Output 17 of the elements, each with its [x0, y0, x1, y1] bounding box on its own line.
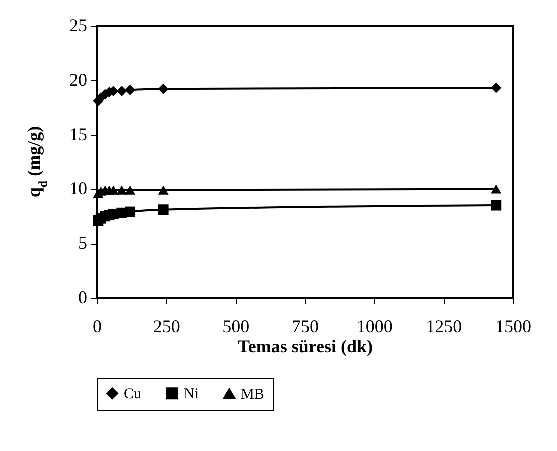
y-tick-label: 0: [78, 288, 88, 308]
legend-label: MB: [241, 386, 264, 403]
legend-label: Ni: [184, 386, 199, 403]
y-tick-label: 25: [70, 16, 88, 36]
x-tick-label: 500: [222, 316, 250, 336]
x-tick-label: 0: [93, 316, 102, 336]
y-tick-label: 10: [70, 178, 88, 199]
y-tick-label: 5: [78, 233, 88, 254]
x-tick-label: 750: [292, 316, 319, 336]
x-tick-label: 1000: [356, 316, 393, 336]
legend-label: Cu: [124, 386, 142, 403]
x-tick-label: 250: [153, 316, 180, 336]
y-tick-label: 20: [70, 70, 88, 90]
x-tick-label: 1500: [496, 316, 532, 336]
x-axis-title: Temas süresi (dk): [238, 336, 374, 356]
x-tick-label: 1250: [426, 316, 462, 336]
y-tick-label: 15: [70, 124, 88, 144]
